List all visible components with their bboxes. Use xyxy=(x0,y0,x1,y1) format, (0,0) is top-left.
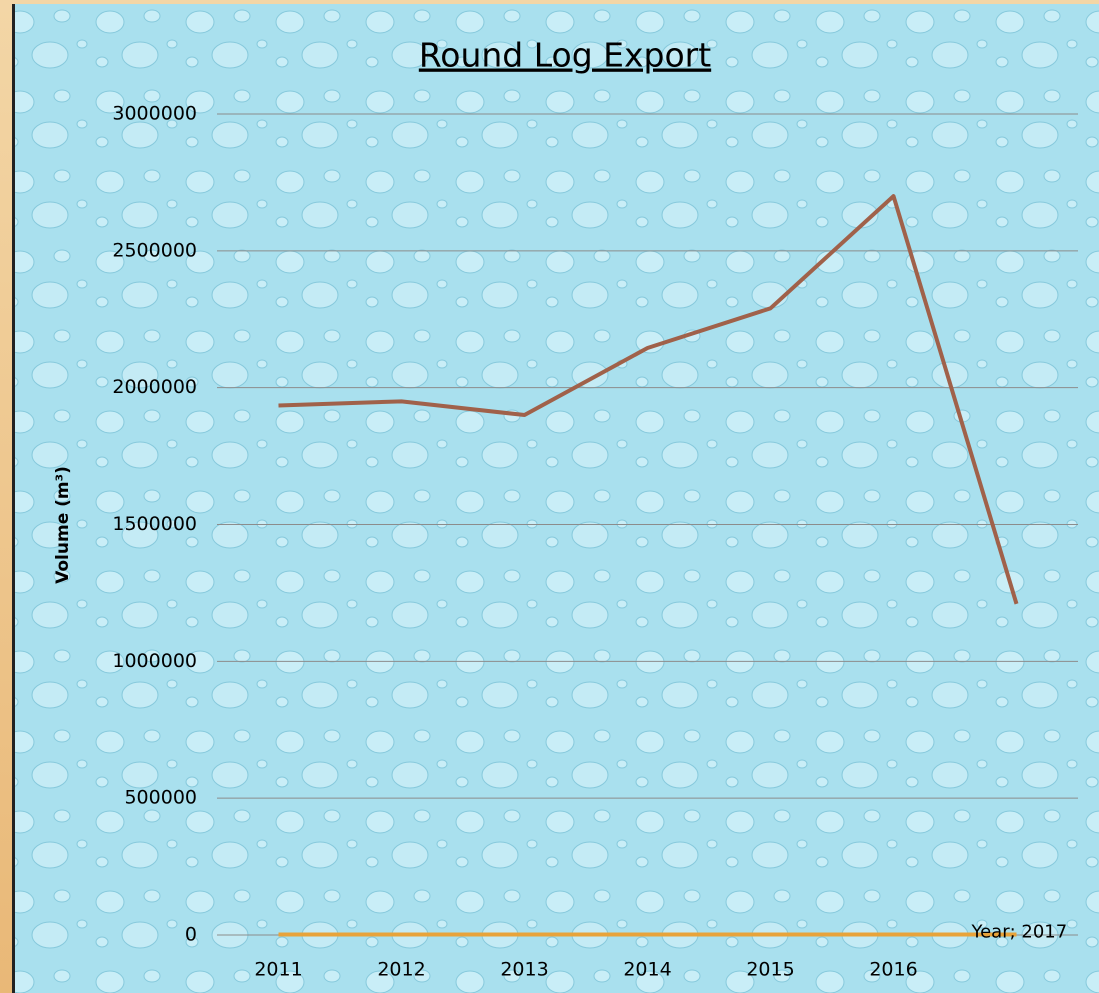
x-tick-label: 2011 xyxy=(254,959,302,981)
y-tick-label: 0 xyxy=(185,924,197,946)
y-tick-label: 1500000 xyxy=(112,513,197,535)
x-tick-label: 2013 xyxy=(500,959,548,981)
y-tick-label: 3000000 xyxy=(112,103,197,125)
left-border xyxy=(12,4,15,993)
y-tick-label: 2000000 xyxy=(112,376,197,398)
series-line xyxy=(278,194,1019,605)
chart-title: Round Log Export xyxy=(419,36,711,75)
chart-background xyxy=(15,4,1099,993)
x-tick-label: 2015 xyxy=(746,959,794,981)
x-tick-label: 2012 xyxy=(377,959,425,981)
y-tick-label: 2500000 xyxy=(112,239,197,261)
y-axis-label: Volume (m³) xyxy=(53,466,73,584)
x-tick-label: 2016 xyxy=(869,959,917,981)
data-label: Year; 2017 xyxy=(971,921,1068,942)
x-tick-label: 2014 xyxy=(623,959,671,981)
y-tick-label: 1000000 xyxy=(112,650,197,672)
y-tick-label: 500000 xyxy=(124,787,197,809)
